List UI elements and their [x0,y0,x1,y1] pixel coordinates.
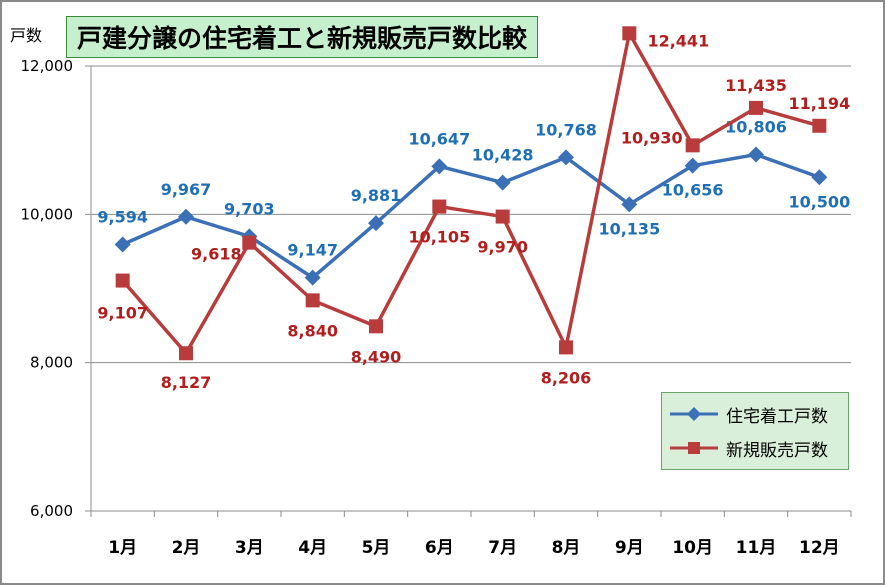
data-point-square [369,319,383,334]
x-tick-label: 9月 [615,538,644,558]
data-label: 10,135 [598,219,660,238]
y-tick-label: 10,000 [21,205,74,223]
data-label: 9,107 [97,304,148,323]
data-label: 10,806 [725,118,787,137]
data-label: 10,105 [408,228,470,247]
series-line-1 [121,152,820,280]
data-point-diamond [304,269,321,286]
data-point-square [115,273,130,288]
data-label: 10,656 [662,181,724,200]
data-label: 12,441 [647,31,709,50]
x-tick-label: 12月 [799,538,840,558]
data-label: 9,703 [224,199,275,218]
data-label: 9,147 [287,241,338,260]
legend-item-series-2: 新規販売戸数 [670,433,828,463]
y-tick-label: 8,000 [30,354,73,372]
data-label: 9,881 [351,186,402,205]
data-label: 9,967 [161,180,212,199]
data-point-square [242,235,257,250]
data-label: 8,127 [161,373,212,392]
data-label: 8,206 [541,368,592,387]
x-tick-label: 1月 [108,538,137,558]
data-point-square [495,209,510,224]
data-point-diamond [621,196,638,213]
x-tick-label: 8月 [552,538,581,558]
x-tick-label: 7月 [488,538,517,558]
data-point-diamond [178,208,194,225]
data-label: 9,970 [477,238,528,257]
data-label: 10,768 [535,120,597,139]
y-axis-unit-label: 戸数 [10,26,43,45]
data-point-diamond [748,146,764,163]
data-point-square [685,138,700,153]
data-point-square [305,293,320,308]
data-point-diamond [494,174,511,191]
data-label: 9,594 [97,207,148,226]
x-tick-label: 10月 [672,538,713,558]
x-tick-label: 4月 [298,538,327,558]
x-tick-label: 6月 [425,538,454,558]
legend: 住宅着工戸数 新規販売戸数 [661,392,849,470]
y-tick-label: 12,000 [21,57,74,75]
data-point-diamond [368,215,384,232]
data-label: 8,840 [287,321,338,340]
data-point-square [812,118,827,133]
x-tick-label: 2月 [172,538,201,558]
legend-square-marker-icon [670,442,718,454]
data-point-diamond [558,149,574,166]
x-tick-label: 5月 [362,538,391,558]
data-label: 10,428 [472,146,534,165]
x-tick-label: 11月 [736,538,777,558]
data-point-square [622,26,637,41]
data-point-square [179,346,193,361]
x-tick-label: 3月 [235,538,264,558]
legend-label-series-1: 住宅着工戸数 [726,406,828,427]
data-point-diamond [811,169,828,186]
data-label: 9,618 [191,245,242,264]
legend-diamond-marker-icon [670,407,718,421]
data-label: 10,930 [621,128,683,147]
y-tick-label: 6,000 [30,502,73,520]
data-point-square [559,340,573,355]
data-label: 11,194 [788,94,850,113]
data-point-square [749,100,763,115]
data-point-diamond [684,157,701,174]
data-label: 11,435 [725,76,787,95]
data-point-square [432,199,447,214]
series-line-2 [121,31,820,355]
legend-label-series-2: 新規販売戸数 [726,440,828,461]
data-point-diamond [114,236,131,253]
data-label: 10,647 [408,129,470,148]
chart-title: 戸建分譲の住宅着工と新規販売戸数比較 [66,16,539,58]
data-label: 10,500 [788,192,850,211]
legend-item-series-1: 住宅着工戸数 [670,399,828,429]
data-point-diamond [431,158,448,175]
data-label: 8,490 [351,347,402,366]
